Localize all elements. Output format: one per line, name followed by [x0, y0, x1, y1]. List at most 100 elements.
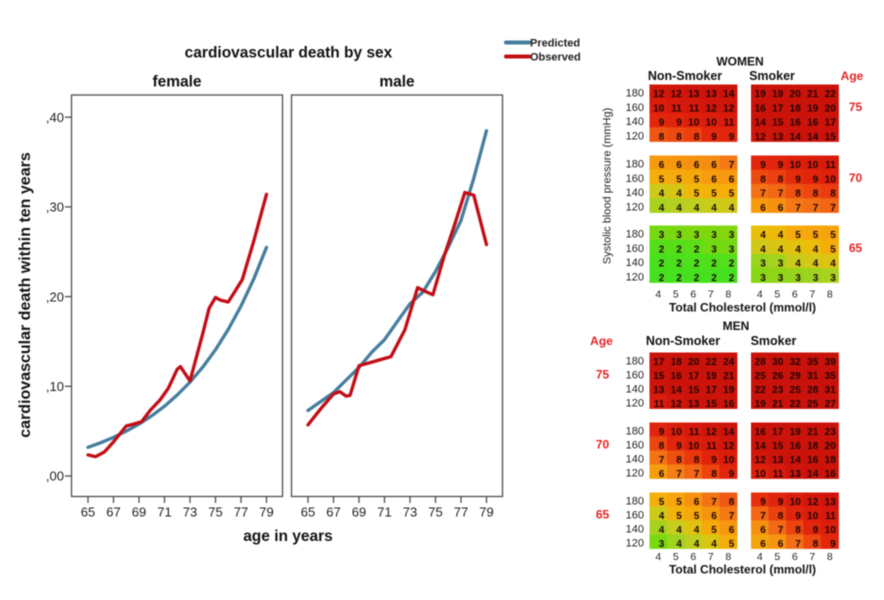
- svg-text:4: 4: [830, 259, 836, 270]
- svg-text:9: 9: [830, 539, 836, 550]
- svg-text:79: 79: [259, 505, 273, 520]
- svg-text:35: 35: [825, 371, 837, 382]
- svg-text:,30: ,30: [46, 200, 64, 215]
- svg-text:11: 11: [825, 160, 836, 171]
- svg-text:4: 4: [778, 230, 784, 241]
- svg-text:2: 2: [659, 259, 665, 270]
- svg-text:2: 2: [676, 244, 682, 255]
- svg-text:12: 12: [755, 132, 767, 143]
- svg-text:16: 16: [807, 455, 819, 466]
- svg-text:3: 3: [711, 244, 717, 255]
- svg-text:75: 75: [596, 368, 610, 382]
- svg-text:Non-Smoker: Non-Smoker: [646, 334, 720, 348]
- svg-text:70: 70: [596, 438, 610, 452]
- svg-text:10: 10: [807, 160, 819, 171]
- svg-text:22: 22: [706, 357, 718, 368]
- svg-text:7: 7: [676, 469, 682, 480]
- svg-text:11: 11: [654, 399, 665, 410]
- svg-text:Observed: Observed: [530, 52, 581, 64]
- svg-text:5: 5: [813, 230, 819, 241]
- svg-text:15: 15: [772, 118, 784, 129]
- svg-text:23: 23: [772, 385, 784, 396]
- svg-text:16: 16: [807, 118, 819, 129]
- svg-text:120: 120: [626, 538, 644, 550]
- svg-text:65: 65: [596, 508, 610, 522]
- svg-text:5: 5: [711, 525, 717, 536]
- svg-text:2: 2: [711, 259, 717, 270]
- svg-text:6: 6: [760, 525, 766, 536]
- svg-text:3: 3: [729, 230, 735, 241]
- svg-text:31: 31: [825, 385, 837, 396]
- svg-text:180: 180: [626, 356, 644, 368]
- svg-text:,10: ,10: [46, 379, 64, 394]
- svg-text:6: 6: [760, 203, 766, 214]
- svg-text:4: 4: [711, 539, 717, 550]
- svg-text:18: 18: [807, 441, 819, 452]
- svg-text:5: 5: [830, 230, 836, 241]
- svg-text:9: 9: [795, 174, 801, 185]
- svg-text:5: 5: [711, 189, 717, 200]
- svg-text:3: 3: [778, 273, 784, 284]
- svg-text:22: 22: [755, 385, 767, 396]
- svg-text:28: 28: [807, 385, 819, 396]
- svg-text:12: 12: [671, 399, 683, 410]
- svg-text:70: 70: [849, 171, 863, 185]
- svg-text:7: 7: [795, 539, 801, 550]
- svg-text:10: 10: [825, 174, 837, 185]
- svg-text:2: 2: [694, 273, 700, 284]
- svg-text:10: 10: [688, 118, 700, 129]
- svg-text:15: 15: [653, 371, 665, 382]
- svg-text:13: 13: [825, 497, 837, 508]
- svg-text:21: 21: [772, 399, 784, 410]
- svg-text:20: 20: [688, 357, 700, 368]
- svg-text:12: 12: [706, 103, 718, 114]
- svg-text:11: 11: [773, 469, 784, 480]
- svg-text:7: 7: [729, 511, 735, 522]
- svg-text:Total Cholesterol (mmol/l): Total Cholesterol (mmol/l): [669, 563, 816, 577]
- svg-text:14: 14: [723, 427, 735, 438]
- svg-text:8: 8: [676, 132, 682, 143]
- svg-text:8: 8: [778, 511, 784, 522]
- svg-text:3: 3: [659, 230, 665, 241]
- svg-text:8: 8: [711, 469, 717, 480]
- svg-text:12: 12: [755, 455, 767, 466]
- svg-text:8: 8: [694, 455, 700, 466]
- svg-text:2: 2: [659, 244, 665, 255]
- svg-text:4: 4: [659, 189, 665, 200]
- svg-text:19: 19: [772, 89, 784, 100]
- svg-text:69: 69: [132, 505, 146, 520]
- svg-text:4: 4: [694, 203, 700, 214]
- svg-text:160: 160: [626, 173, 644, 185]
- svg-text:9: 9: [676, 118, 682, 129]
- svg-text:MEN: MEN: [723, 319, 750, 333]
- svg-text:160: 160: [626, 102, 644, 114]
- svg-text:14: 14: [790, 455, 802, 466]
- svg-text:13: 13: [688, 399, 700, 410]
- svg-text:19: 19: [723, 385, 735, 396]
- svg-text:9: 9: [659, 118, 665, 129]
- svg-text:WOMEN: WOMEN: [716, 55, 763, 69]
- svg-text:26: 26: [772, 371, 784, 382]
- svg-text:Smoker: Smoker: [749, 69, 795, 83]
- svg-text:Systolic blood pressure (mmHg): Systolic blood pressure (mmHg): [602, 108, 614, 265]
- svg-text:7: 7: [795, 203, 801, 214]
- svg-text:3: 3: [760, 259, 766, 270]
- svg-text:Age: Age: [841, 69, 864, 83]
- svg-text:4: 4: [795, 244, 801, 255]
- svg-text:5: 5: [673, 289, 679, 301]
- svg-text:14: 14: [755, 441, 767, 452]
- svg-text:10: 10: [790, 497, 802, 508]
- svg-text:Age: Age: [590, 334, 613, 348]
- svg-text:15: 15: [688, 385, 700, 396]
- svg-text:4: 4: [655, 551, 661, 563]
- svg-text:9: 9: [813, 525, 819, 536]
- svg-text:6: 6: [711, 160, 717, 171]
- svg-text:7: 7: [809, 551, 815, 563]
- svg-text:160: 160: [626, 243, 644, 255]
- svg-text:19: 19: [706, 371, 718, 382]
- svg-text:5: 5: [676, 497, 682, 508]
- svg-text:4: 4: [676, 525, 682, 536]
- svg-text:71: 71: [377, 505, 391, 520]
- svg-text:32: 32: [790, 357, 802, 368]
- svg-text:5: 5: [830, 244, 836, 255]
